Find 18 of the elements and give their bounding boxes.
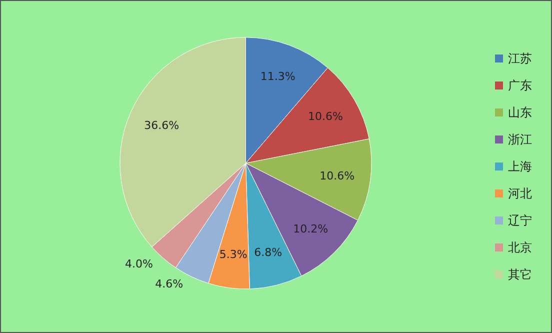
data-label: 6.8% [254, 246, 282, 260]
legend-label: 广东 [508, 78, 532, 92]
legend-label: 江苏 [508, 52, 532, 66]
data-label: 11.3% [260, 70, 296, 84]
data-label: 10.6% [308, 110, 343, 124]
legend-label: 北京 [508, 240, 532, 254]
legend-label: 上海 [508, 160, 532, 174]
data-label: 10.2% [293, 222, 328, 236]
data-label: 5.3% [219, 248, 248, 262]
legend-label: 浙江 [508, 132, 532, 146]
legend-label: 其它 [508, 268, 532, 282]
data-label: 36.6% [144, 118, 180, 132]
data-label: 4.0% [124, 258, 153, 271]
legend-label: 山东 [508, 106, 532, 120]
legend-label: 辽宁 [508, 214, 532, 228]
data-label: 10.6% [320, 169, 355, 182]
legend-label: 河北 [508, 186, 532, 200]
data-label: 4.6% [155, 277, 184, 290]
